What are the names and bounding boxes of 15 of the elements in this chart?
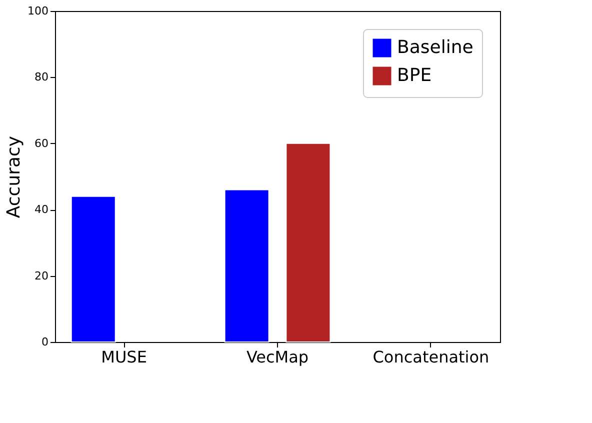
x-tick-label: Concatenation [372,348,490,366]
x-tick-label: MUSE [101,348,147,366]
legend-label: Baseline [397,37,474,58]
bar [286,142,331,342]
y-tick-label: 0 [42,336,48,348]
y-tick-label: 100 [28,4,48,18]
legend-label: BPE [397,65,432,86]
bar [224,189,270,342]
y-axis-title: Accuracy [4,136,25,218]
y-tick-label: 60 [34,136,48,150]
bar [70,196,116,342]
x-tick-label: VecMap [246,348,309,366]
y-tick-label: 20 [34,269,48,282]
y-tick-label: 40 [34,203,48,216]
y-tick-label: 80 [34,70,48,84]
